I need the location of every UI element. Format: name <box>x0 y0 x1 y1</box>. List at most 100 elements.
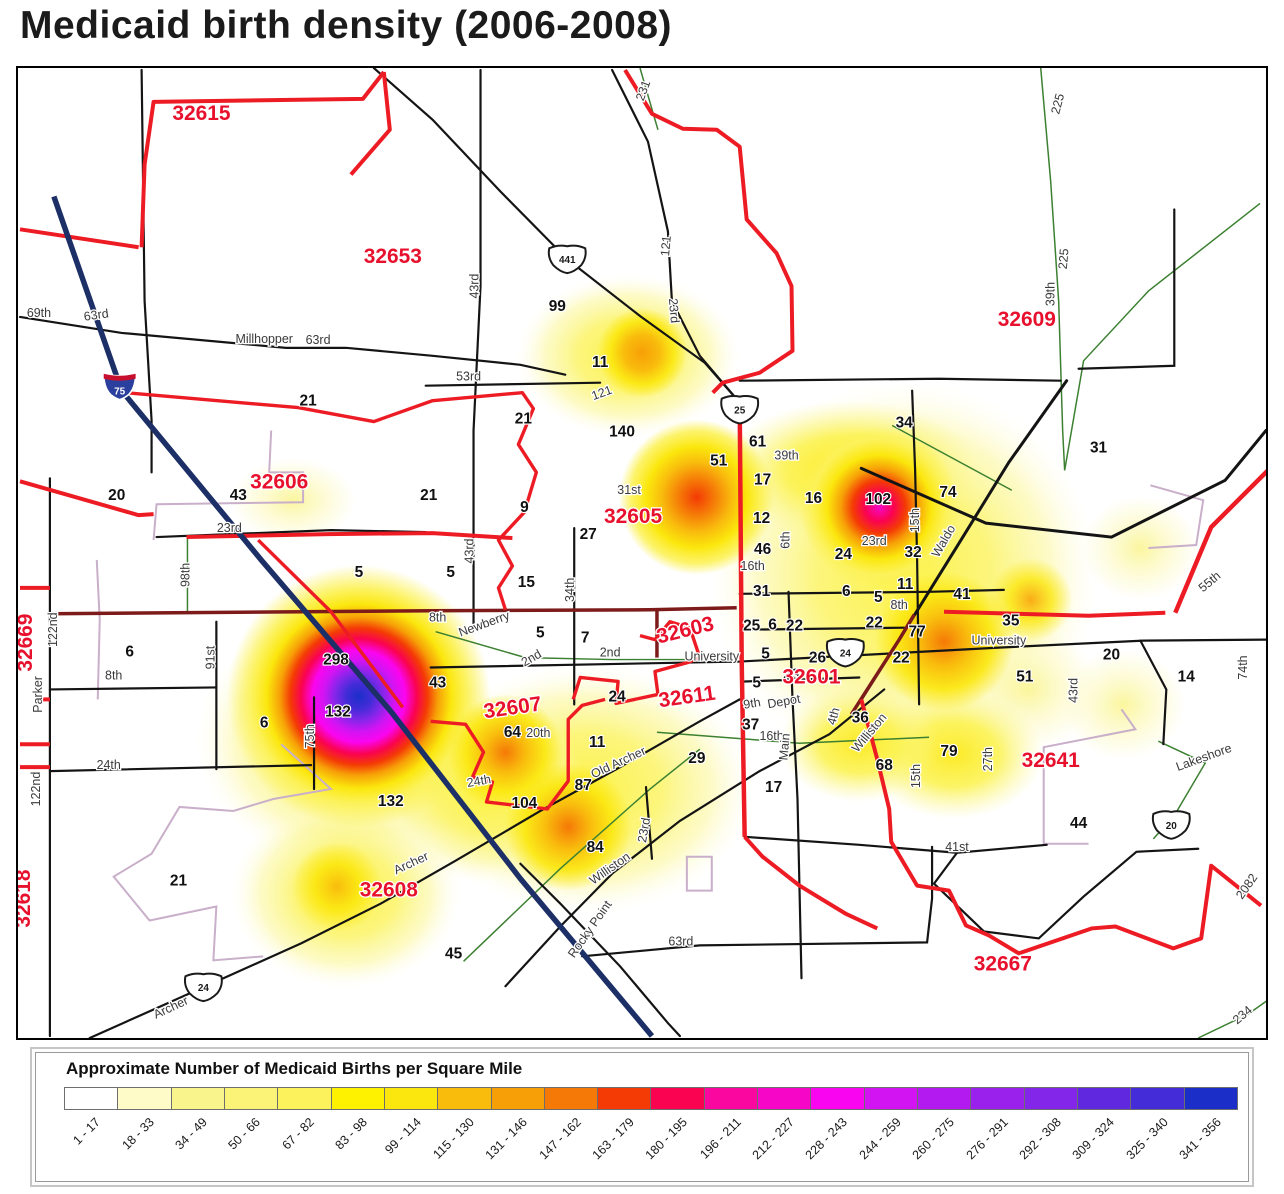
tract-number-label: 5 <box>761 646 770 663</box>
road-label: 24th <box>97 758 121 772</box>
tract-number-label: 45 <box>445 945 463 962</box>
legend-cell <box>1077 1088 1132 1109</box>
zip-code-label: 32618 <box>18 870 35 928</box>
tract-number-label: 44 <box>1070 815 1088 832</box>
tract-number-label: 34 <box>896 415 914 432</box>
road-label: 121 <box>658 235 674 257</box>
tract-number-label: 21 <box>299 393 317 410</box>
interstate-layer <box>51 195 655 1038</box>
road-label: 8th <box>429 611 446 625</box>
legend-bin-label: 131 - 146 <box>482 1115 531 1163</box>
road-label: 15th <box>909 764 923 788</box>
legend-bin-label: 180 - 195 <box>642 1115 691 1163</box>
zip-code-label: 32608 <box>360 879 418 902</box>
road-label: 23rd <box>635 817 653 844</box>
road-label: 63rd <box>668 934 693 948</box>
tract-number-label: 102 <box>865 491 891 508</box>
zip-code-label: 32605 <box>604 505 663 528</box>
tract-number-label: 22 <box>893 650 910 667</box>
legend-cell <box>384 1088 439 1109</box>
road-label: 122nd <box>46 612 60 647</box>
road-label: 74th <box>1236 655 1250 679</box>
tract-number-label: 17 <box>754 471 771 488</box>
road-label: 31st <box>617 483 641 497</box>
road-label: 24th <box>466 772 492 790</box>
tract-number-label: 37 <box>742 716 759 733</box>
road-label: Parker <box>31 676 45 713</box>
tract-number-label: 84 <box>587 839 605 856</box>
tract-number-label: 5 <box>752 674 761 691</box>
tract-number-label: 7 <box>581 630 590 647</box>
legend-bin-label: 228 - 243 <box>803 1115 851 1163</box>
zip-code-label: 32669 <box>18 614 37 672</box>
road-label: 16th <box>741 559 765 573</box>
legend-bin-label: 34 - 49 <box>172 1115 210 1153</box>
tract-number-label: 74 <box>939 484 957 501</box>
zip-code-label: 32615 <box>172 102 231 125</box>
tract-number-label: 6 <box>125 644 134 661</box>
road-label: Depot <box>766 692 802 712</box>
legend-cell <box>171 1088 225 1109</box>
svg-text:24: 24 <box>198 983 210 994</box>
tract-number-label: 24 <box>835 546 853 563</box>
tract-number-label: 31 <box>753 583 771 600</box>
tract-number-label: 27 <box>580 526 597 543</box>
svg-text:20: 20 <box>1166 821 1178 832</box>
zip-code-label: 32609 <box>998 308 1056 331</box>
tract-number-label: 11 <box>589 734 606 751</box>
legend-bin-label: 163 - 179 <box>589 1115 637 1163</box>
legend-bin-label: 1 - 17 <box>70 1115 104 1148</box>
tract-number-label: 25 <box>743 618 761 635</box>
tract-number-label: 31 <box>1090 439 1108 456</box>
road-label: 225 <box>1048 92 1067 116</box>
zip-code-label: 32653 <box>364 245 422 268</box>
legend-cell <box>704 1088 759 1109</box>
tract-number-label: 23 <box>783 666 801 683</box>
road-label: 69th <box>27 306 51 320</box>
road-label: Millhopper <box>236 332 293 346</box>
tract-number-label: 87 <box>575 777 592 794</box>
tract-number-label: 22 <box>866 615 883 632</box>
legend-cell <box>811 1088 865 1109</box>
tract-number-label: 9 <box>520 499 529 516</box>
tract-number-label: 24 <box>608 688 626 705</box>
road-label: 75th <box>303 724 317 748</box>
tract-number-label: 21 <box>170 873 188 890</box>
tract-number-label: 20 <box>108 487 125 504</box>
tract-number-label: 132 <box>378 793 404 810</box>
legend-bin-label: 99 - 114 <box>381 1115 424 1157</box>
legend-cell <box>224 1088 279 1109</box>
zip-code-label: 32603 <box>654 612 716 648</box>
street-layer <box>18 68 1266 1038</box>
svg-text:24: 24 <box>840 649 852 660</box>
road-label: 9th <box>742 695 762 712</box>
legend-cell <box>1131 1088 1185 1109</box>
zip-boundary-dark-layer <box>49 606 916 716</box>
legend-bin-label: 325 - 340 <box>1123 1115 1171 1163</box>
legend-bin-label: 115 - 130 <box>430 1115 477 1162</box>
boundary-layer <box>95 430 1205 962</box>
tract-number-label: 43 <box>429 674 447 691</box>
legend-cell <box>971 1088 1025 1109</box>
tract-number-label: 14 <box>1178 668 1196 685</box>
tract-number-label: 79 <box>940 743 958 760</box>
legend-cell <box>491 1088 545 1109</box>
road-label: 27th <box>981 747 995 771</box>
road-label: Newberry <box>457 608 513 640</box>
svg-text:441: 441 <box>559 255 576 266</box>
legend-title: Approximate Number of Medicaid Births pe… <box>66 1059 523 1078</box>
road-label: 23rd <box>666 298 682 324</box>
legend-bin-label: 18 - 33 <box>119 1115 157 1153</box>
tract-number-label: 22 <box>786 618 803 635</box>
map-figure: 69th 63rd Millhopper 63rd 53rd 43rd 121 231 23rd… <box>16 66 1268 1040</box>
road-label: 2082 <box>1233 871 1260 902</box>
tract-number-label: 35 <box>1002 613 1020 630</box>
road-label: 98th <box>178 563 192 587</box>
tract-number-label: 104 <box>511 795 537 812</box>
legend-cell <box>651 1088 705 1109</box>
legend-cell <box>438 1088 492 1109</box>
road-label: 16th <box>759 729 783 743</box>
road-label: 41st <box>945 840 969 854</box>
legend-cell <box>1184 1088 1237 1109</box>
